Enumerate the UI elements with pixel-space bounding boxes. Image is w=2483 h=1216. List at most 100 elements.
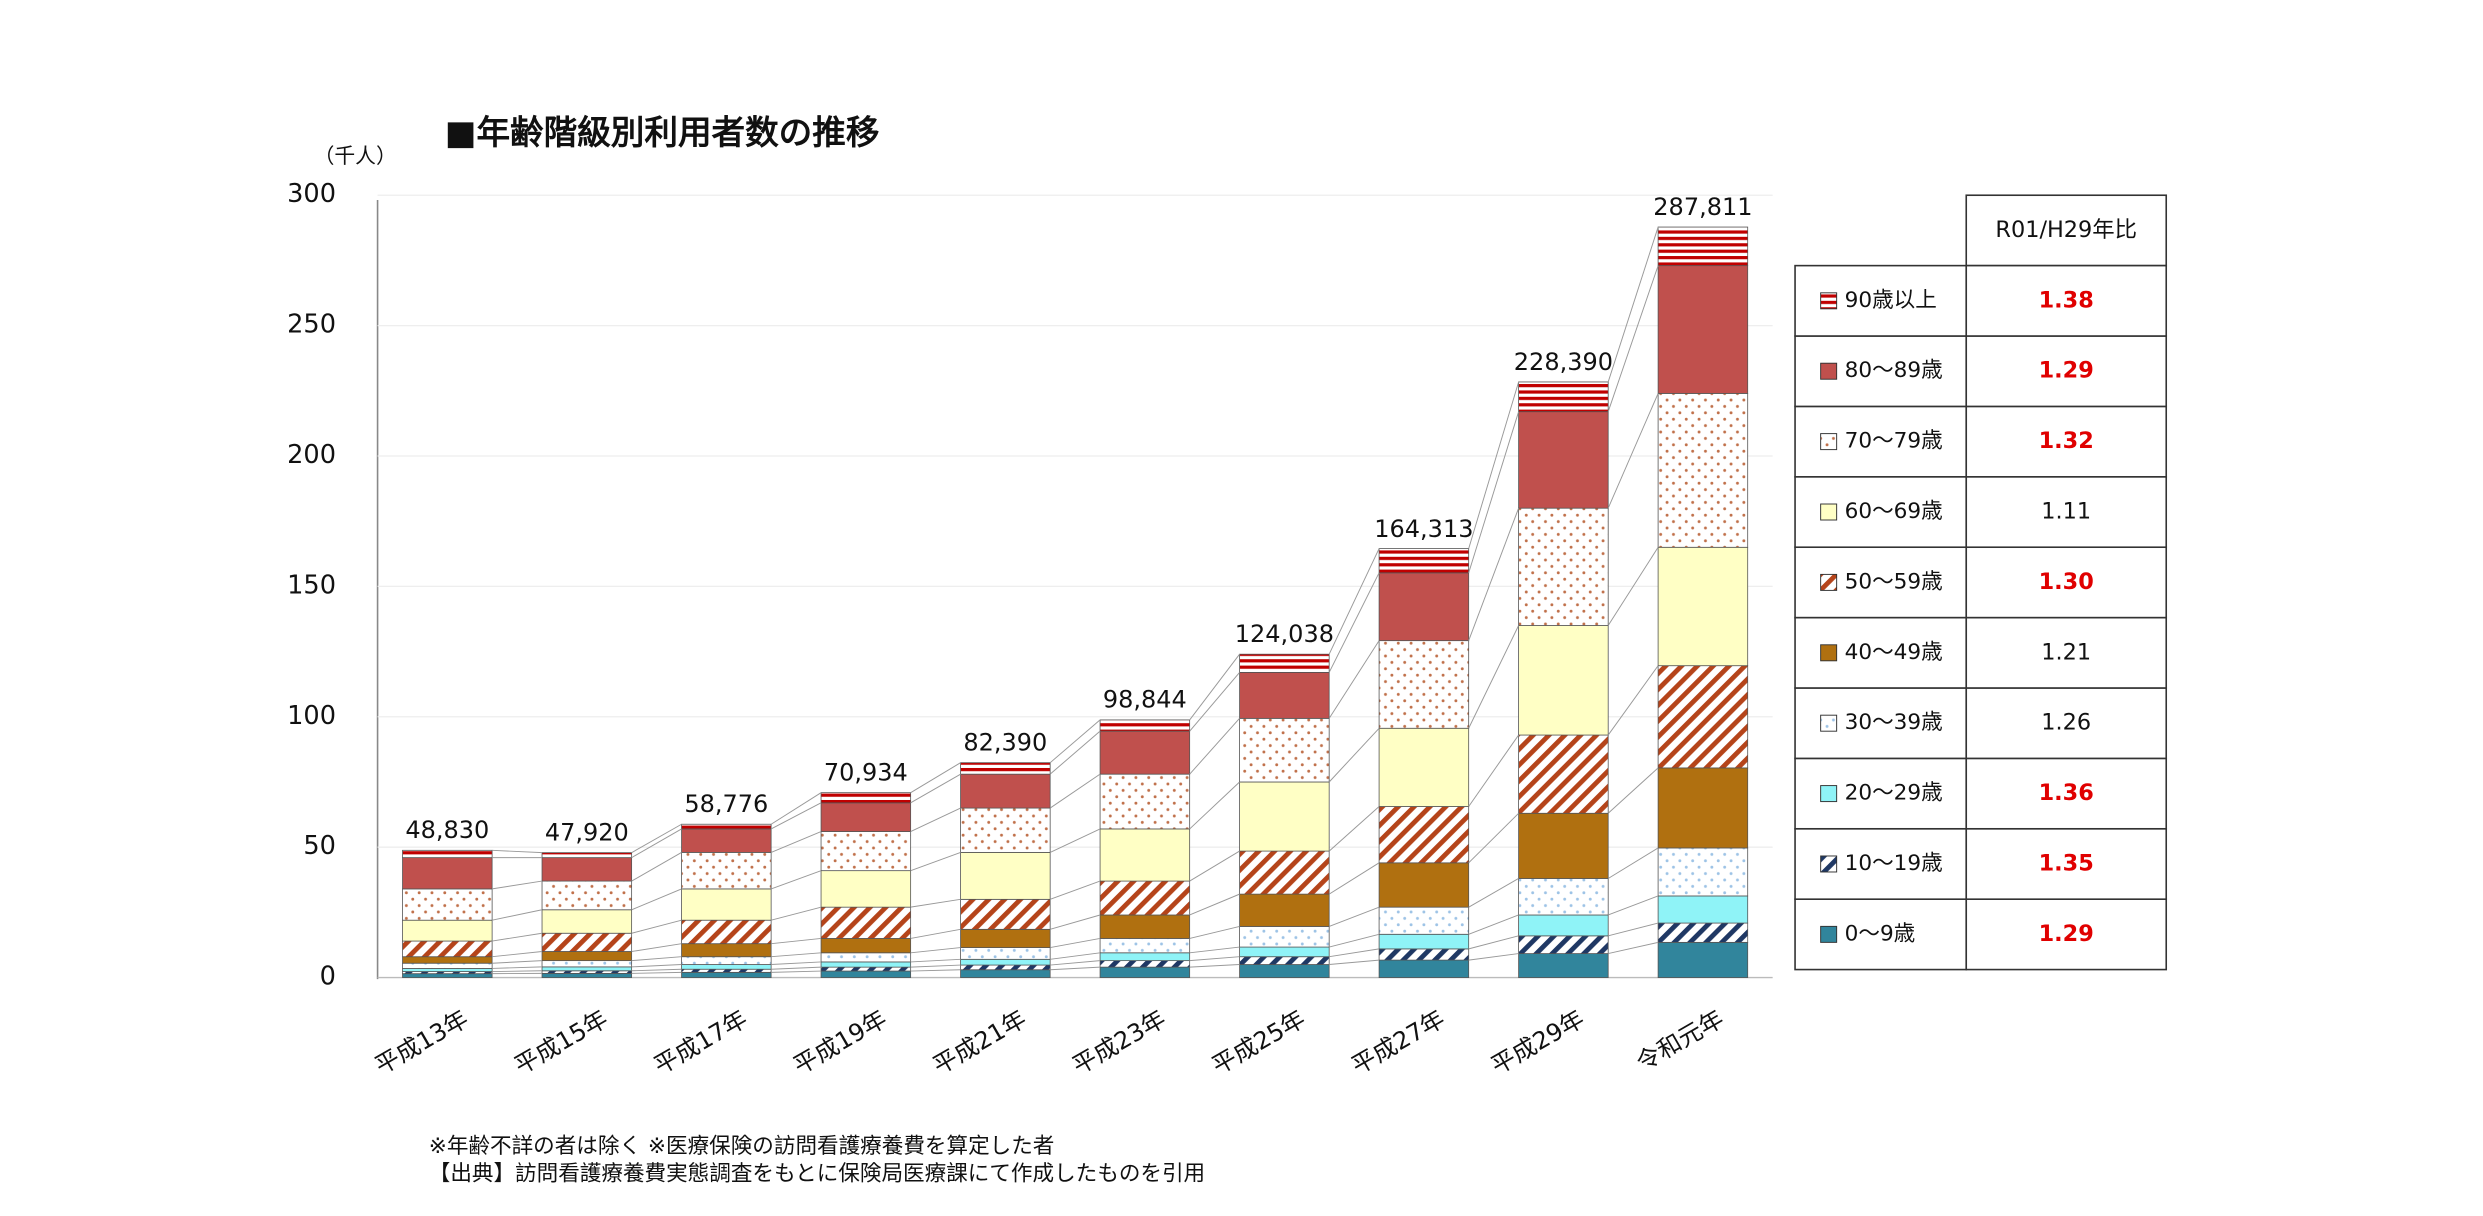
- bar-segment: [820, 961, 912, 968]
- total-label: 58,776: [684, 790, 768, 818]
- legend-label: 0～9歳: [1845, 921, 1916, 946]
- bar-segment: [1239, 946, 1330, 958]
- connector-line: [1189, 718, 1240, 775]
- connector-line: [1050, 952, 1101, 960]
- bar-segment: [1518, 953, 1609, 978]
- connector-line: [492, 932, 543, 942]
- y-unit-label: （千人）: [314, 144, 397, 168]
- bar-segment: [541, 857, 633, 882]
- connector-line: [771, 937, 822, 945]
- bar-segment: [1518, 914, 1609, 937]
- bar-segment: [681, 888, 772, 921]
- x-tick-label: 平成29年: [1486, 1005, 1589, 1080]
- bar-segment: [1378, 862, 1470, 908]
- total-label: 124,038: [1235, 620, 1334, 648]
- bar-segment: [1099, 938, 1191, 954]
- bar-segment: [960, 762, 1051, 775]
- bar-segment: [402, 919, 493, 942]
- bar-segment: [1239, 781, 1330, 852]
- x-tick-label: 平成25年: [1207, 1005, 1310, 1080]
- bar-segment: [541, 852, 633, 859]
- bar-segment: [402, 888, 493, 921]
- bar-segment: [1099, 730, 1191, 775]
- connector-line: [1607, 547, 1659, 626]
- bar-segment: [960, 964, 1051, 971]
- ratio: 1.30: [2039, 569, 2094, 595]
- connector-line: [1189, 946, 1240, 954]
- connector-line: [1328, 640, 1380, 719]
- connector-line: [1468, 878, 1519, 908]
- x-tick-label: 平成15年: [510, 1005, 613, 1080]
- connector-line: [631, 971, 682, 974]
- bar-segment: [681, 971, 772, 978]
- bar-segment: [1518, 812, 1609, 879]
- ratio: 1.21: [2041, 639, 2091, 665]
- connector-line: [1049, 730, 1101, 775]
- bar-segment: [681, 943, 772, 958]
- bar-segment: [1378, 948, 1470, 961]
- connector-line: [770, 870, 822, 890]
- bar-segment: [960, 947, 1051, 960]
- connector-line: [1468, 507, 1520, 641]
- connector-line: [910, 958, 961, 963]
- bar-segment: [681, 823, 772, 830]
- connector-line: [771, 952, 822, 958]
- total-label: 287,811: [1653, 193, 1752, 221]
- x-tick-label: 平成17年: [649, 1005, 752, 1080]
- ratio: 1.11: [2041, 499, 2091, 525]
- connector-line: [631, 828, 682, 859]
- table-cell: [1965, 687, 2168, 760]
- bar-segment: [681, 968, 772, 973]
- connector-line: [1189, 925, 1240, 939]
- total-label: 48,830: [405, 816, 489, 844]
- bar-segment: [402, 973, 493, 978]
- y-tick-label: 250: [287, 310, 336, 340]
- bar-segment: [541, 880, 633, 911]
- connector-line: [1049, 719, 1101, 764]
- bar-segment: [402, 956, 493, 964]
- bar-segment: [1239, 717, 1330, 783]
- ratio: 1.32: [2039, 428, 2094, 454]
- bar-segment: [541, 960, 633, 968]
- connector-line: [1607, 847, 1659, 879]
- note: ※年齢不詳の者は除く ※医療保険の訪問看護療養費を算定した者: [429, 1134, 1055, 1159]
- bar-segment: [960, 928, 1051, 948]
- connector-line: [1328, 806, 1380, 852]
- connector-line: [1329, 933, 1380, 948]
- table-cell: [1965, 335, 2168, 408]
- legend-label: 80～89歳: [1845, 358, 1943, 383]
- bar-segment: [1239, 672, 1330, 719]
- connector-line: [910, 773, 961, 804]
- connector-line: [1050, 966, 1101, 971]
- connector-line: [1050, 960, 1101, 966]
- connector-line: [770, 831, 822, 853]
- total-label: 82,390: [963, 729, 1047, 757]
- bar-segment: [1657, 895, 1749, 924]
- connector-line: [1328, 572, 1380, 673]
- connector-line: [631, 964, 682, 968]
- bar-segment: [1099, 880, 1191, 916]
- bar-segment: [402, 940, 493, 958]
- x-tick-label: 平成19年: [789, 1005, 892, 1080]
- connector-line: [1189, 781, 1240, 830]
- connector-line: [1049, 880, 1101, 900]
- bar-segment: [1657, 922, 1749, 943]
- connector-line: [631, 888, 682, 911]
- total-label: 228,390: [1514, 348, 1613, 376]
- bar-segment: [402, 962, 493, 969]
- bar-segment: [1378, 572, 1470, 642]
- y-tick-label: 0: [320, 962, 336, 992]
- bar-segment: [1378, 933, 1470, 950]
- connector-line: [1189, 956, 1240, 962]
- legend-swatch: [1820, 503, 1838, 521]
- bar-segment: [820, 870, 912, 908]
- bar-segment: [1239, 964, 1330, 978]
- x-tick-label: 平成23年: [1068, 1005, 1171, 1080]
- y-tick-label: 50: [303, 831, 336, 861]
- total-label: 98,844: [1103, 686, 1187, 714]
- legend-label: 30～39歳: [1845, 710, 1943, 735]
- table-cell: [1965, 476, 2168, 549]
- connector-line: [1608, 895, 1659, 916]
- connector-line: [1050, 914, 1101, 930]
- bar-segment: [1378, 806, 1470, 864]
